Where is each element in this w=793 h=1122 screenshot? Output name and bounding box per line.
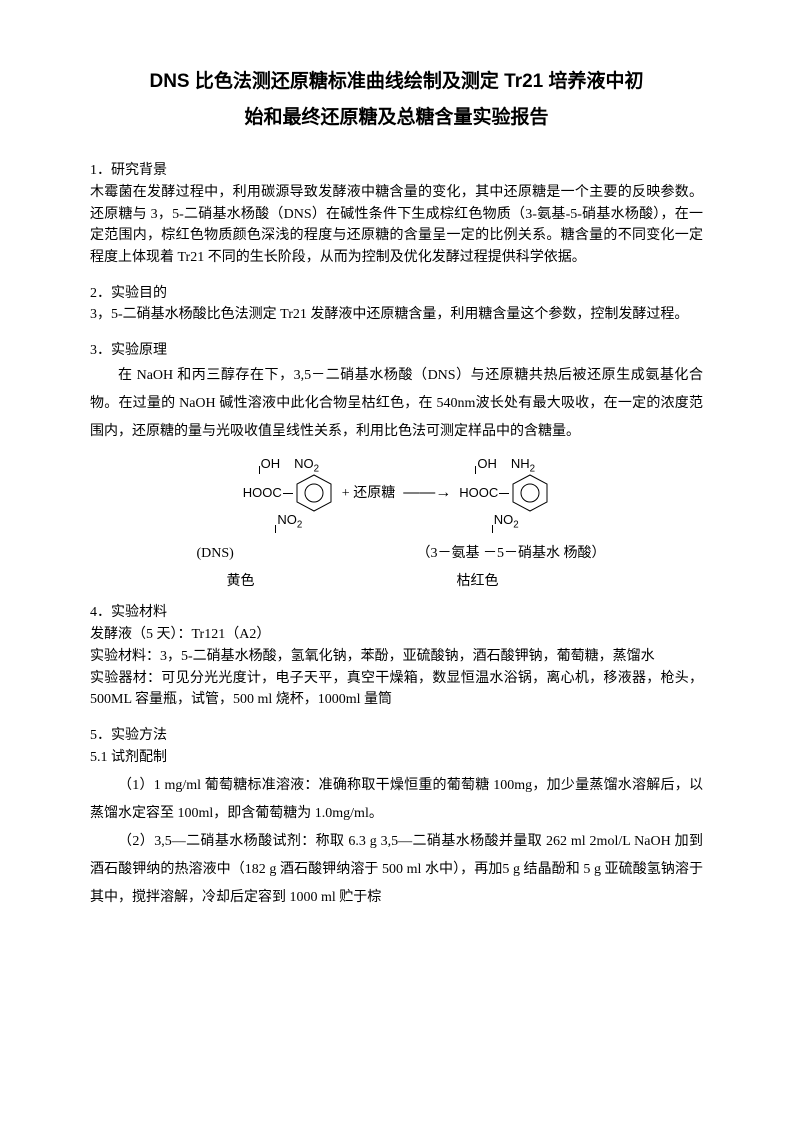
- reaction-arrow-icon: ——→: [403, 481, 451, 506]
- section-5-sub: 5.1 试剂配制: [90, 747, 703, 769]
- prod-nh2: NH2: [511, 456, 535, 471]
- section-5-heading: 5．实验方法: [90, 725, 703, 747]
- section-1-heading: 1．研究背景: [90, 160, 703, 182]
- title-line-1: DNS 比色法测还原糖标准曲线绘制及测定 Tr21 培养液中初: [90, 64, 703, 100]
- label-dns: (DNS): [137, 543, 377, 565]
- section-5-p1: （1）1 mg/ml 葡萄糖标准溶液：准确称取干燥恒重的葡萄糖 100mg，加少…: [90, 772, 703, 828]
- section-4-heading: 4．实验材料: [90, 602, 703, 624]
- document-title: DNS 比色法测还原糖标准曲线绘制及测定 Tr21 培养液中初 始和最终还原糖及…: [90, 64, 703, 136]
- color-orange: 枯红色: [377, 571, 657, 593]
- dns-hooc: HOOC: [243, 483, 282, 503]
- dns-oh: OH: [261, 456, 281, 471]
- dns-no2-top: NO2: [294, 456, 319, 471]
- diagram-labels: (DNS) （3－氨基 －5－硝基水 杨酸）: [90, 543, 703, 565]
- color-yellow: 黄色: [137, 571, 377, 593]
- benzene-ring-icon: [294, 474, 334, 512]
- molecule-dns: OH NO2 HOOC NO2: [243, 454, 334, 533]
- section-3-body: 在 NaOH 和丙三醇存在下，3,5－二硝基水杨酸（DNS）与还原糖共热后被还原…: [90, 362, 703, 446]
- diagram-colors: 黄色 枯红色: [90, 571, 703, 593]
- benzene-ring-icon: [510, 474, 550, 512]
- section-1-body: 木霉菌在发酵过程中，利用碳源导致发酵液中糖含量的变化，其中还原糖是一个主要的反映…: [90, 182, 703, 269]
- reaction-diagram: OH NO2 HOOC NO2 + 还原糖 ——→ OH NH2 HOOC: [90, 454, 703, 533]
- dns-no2-bot: NO2: [277, 512, 302, 527]
- section-4-line-1: 发酵液（5 天）：Tr121（A2）: [90, 624, 703, 646]
- section-5-p2: （2）3,5—二硝基水杨酸试剂：称取 6.3 g 3,5—二硝基水杨酸并量取 2…: [90, 828, 703, 912]
- section-2-body: 3，5-二硝基水杨酸比色法测定 Tr21 发酵液中还原糖含量，利用糖含量这个参数…: [90, 304, 703, 326]
- section-3-heading: 3．实验原理: [90, 340, 703, 362]
- label-product: （3－氨基 －5－硝基水 杨酸）: [377, 543, 657, 565]
- prod-oh: OH: [477, 456, 497, 471]
- plus-reducing-sugar: + 还原糖: [342, 483, 395, 505]
- prod-hooc: HOOC: [459, 483, 498, 503]
- molecule-product: OH NH2 HOOC NO2: [459, 454, 550, 533]
- prod-no2: NO2: [494, 512, 519, 527]
- section-4-line-2: 实验材料：3，5-二硝基水杨酸，氢氧化钠，苯酚，亚硫酸钠，酒石酸钾钠，葡萄糖，蒸…: [90, 646, 703, 668]
- title-line-2: 始和最终还原糖及总糖含量实验报告: [90, 100, 703, 136]
- section-4-line-3: 实验器材：可见分光光度计，电子天平，真空干燥箱，数显恒温水浴锅，离心机，移液器，…: [90, 668, 703, 711]
- section-2-heading: 2．实验目的: [90, 283, 703, 305]
